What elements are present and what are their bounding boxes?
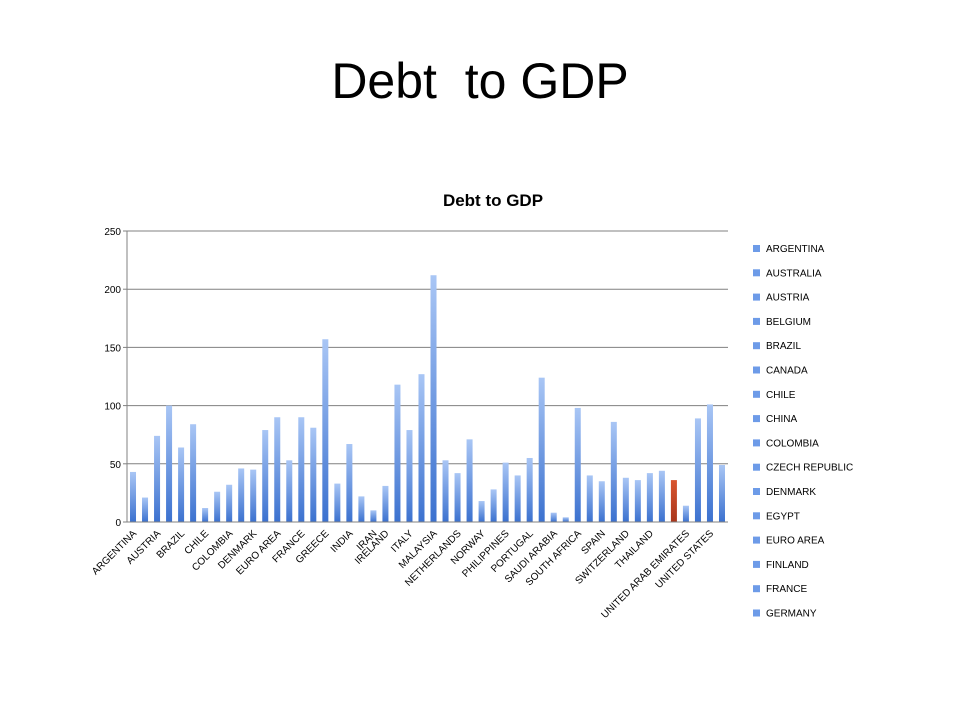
bar-egypt xyxy=(262,430,269,522)
legend-label: GERMANY xyxy=(766,609,817,620)
legend-label: FRANCE xyxy=(766,584,807,595)
bar-indonesia xyxy=(358,496,365,522)
legend-label: BRAZIL xyxy=(766,341,801,352)
legend-label: AUSTRALIA xyxy=(766,268,822,279)
legend-label: DENMARK xyxy=(766,487,816,498)
bar-israel xyxy=(394,384,401,522)
chart-title: Debt to GDP xyxy=(443,191,543,210)
bar-belgium xyxy=(166,405,173,522)
legend-label: AUSTRIA xyxy=(766,293,810,304)
legend-swatch xyxy=(753,415,760,423)
bar-norway xyxy=(478,501,485,522)
bar-denmark xyxy=(250,469,257,522)
bar-argentina xyxy=(130,471,137,522)
bar-japan xyxy=(418,374,425,522)
bar-greece xyxy=(322,339,329,522)
bar-saudi-arabia xyxy=(550,512,557,522)
legend-label: BELGIUM xyxy=(766,317,811,328)
legend-label: COLOMBIA xyxy=(766,438,819,449)
bar-netherlands xyxy=(454,473,461,522)
bar-united-arab-emirates xyxy=(682,505,689,522)
y-tick-label: 100 xyxy=(104,402,121,413)
y-tick-label: 250 xyxy=(104,227,121,238)
legend-swatch xyxy=(753,560,760,568)
bar-mexico xyxy=(442,460,449,522)
bar-new-zealand xyxy=(466,439,473,522)
bar-switzerland xyxy=(622,477,629,522)
bar-australia xyxy=(142,497,149,522)
bar-brazil xyxy=(178,447,185,522)
legend-swatch xyxy=(753,390,760,398)
bar-sweden xyxy=(610,421,617,522)
bar-singapore xyxy=(562,517,569,522)
bar-united-kingdom xyxy=(694,418,701,522)
bar-hong-kong xyxy=(334,483,341,522)
bar-colombia xyxy=(226,484,233,522)
bar-thailand xyxy=(646,473,653,522)
bar-india xyxy=(346,444,353,522)
bar-canada xyxy=(190,424,197,522)
bar-russia xyxy=(538,377,545,522)
bar-germany xyxy=(310,427,317,522)
legend-label: CHILE xyxy=(766,390,796,401)
bar-czech-republic xyxy=(238,468,245,522)
y-tick-label: 150 xyxy=(104,343,121,354)
bar-turkey xyxy=(658,470,665,522)
legend-swatch xyxy=(753,512,760,520)
legend-swatch xyxy=(753,342,760,350)
legend-swatch xyxy=(753,317,760,325)
bar-philippines xyxy=(502,462,509,522)
bar-ukraine xyxy=(670,480,677,522)
bar-south-korea xyxy=(586,475,593,522)
legend-swatch xyxy=(753,463,760,471)
bar-iran xyxy=(370,510,377,522)
bar-euro-area xyxy=(274,417,281,522)
legend-label: EGYPT xyxy=(766,511,800,522)
legend-swatch xyxy=(753,488,760,495)
bar-united-states xyxy=(706,404,713,522)
bar-france xyxy=(298,417,305,522)
bar-austria xyxy=(154,435,161,522)
bar-china xyxy=(214,491,221,522)
legend-swatch xyxy=(753,585,760,593)
y-tick-label: 200 xyxy=(104,285,121,296)
bar-ireland xyxy=(382,485,389,522)
bar-taiwan xyxy=(634,480,641,522)
legend-swatch xyxy=(753,609,760,617)
legend-label: EURO AREA xyxy=(766,536,825,547)
legend-swatch xyxy=(753,439,760,447)
slide-title: Debt to GDP xyxy=(331,53,629,109)
legend-label: CANADA xyxy=(766,366,808,377)
bar-italy xyxy=(406,430,413,522)
legend-label: FINLAND xyxy=(766,560,809,571)
legend-swatch xyxy=(753,366,760,374)
legend-swatch xyxy=(753,536,760,544)
bar-finland xyxy=(286,460,293,522)
x-tick-label: INDIA xyxy=(329,528,356,555)
bar-spain xyxy=(598,481,605,522)
legend-swatch xyxy=(753,293,760,301)
legend-label: CHINA xyxy=(766,414,797,425)
legend-label: ARGENTINA xyxy=(766,244,825,255)
bar-portugal xyxy=(526,457,533,522)
bar-south-africa xyxy=(574,407,581,522)
bar-poland xyxy=(514,475,521,522)
legend-label: CZECH REPUBLIC xyxy=(766,463,853,474)
bar-venezuela xyxy=(718,464,725,522)
legend-swatch xyxy=(753,269,760,277)
legend-swatch xyxy=(753,245,760,252)
bar-pakistan xyxy=(490,489,497,522)
y-tick-label: 50 xyxy=(110,460,122,471)
bar-chile xyxy=(202,508,209,522)
bar-malaysia xyxy=(430,275,437,522)
y-tick-label: 0 xyxy=(115,518,121,529)
